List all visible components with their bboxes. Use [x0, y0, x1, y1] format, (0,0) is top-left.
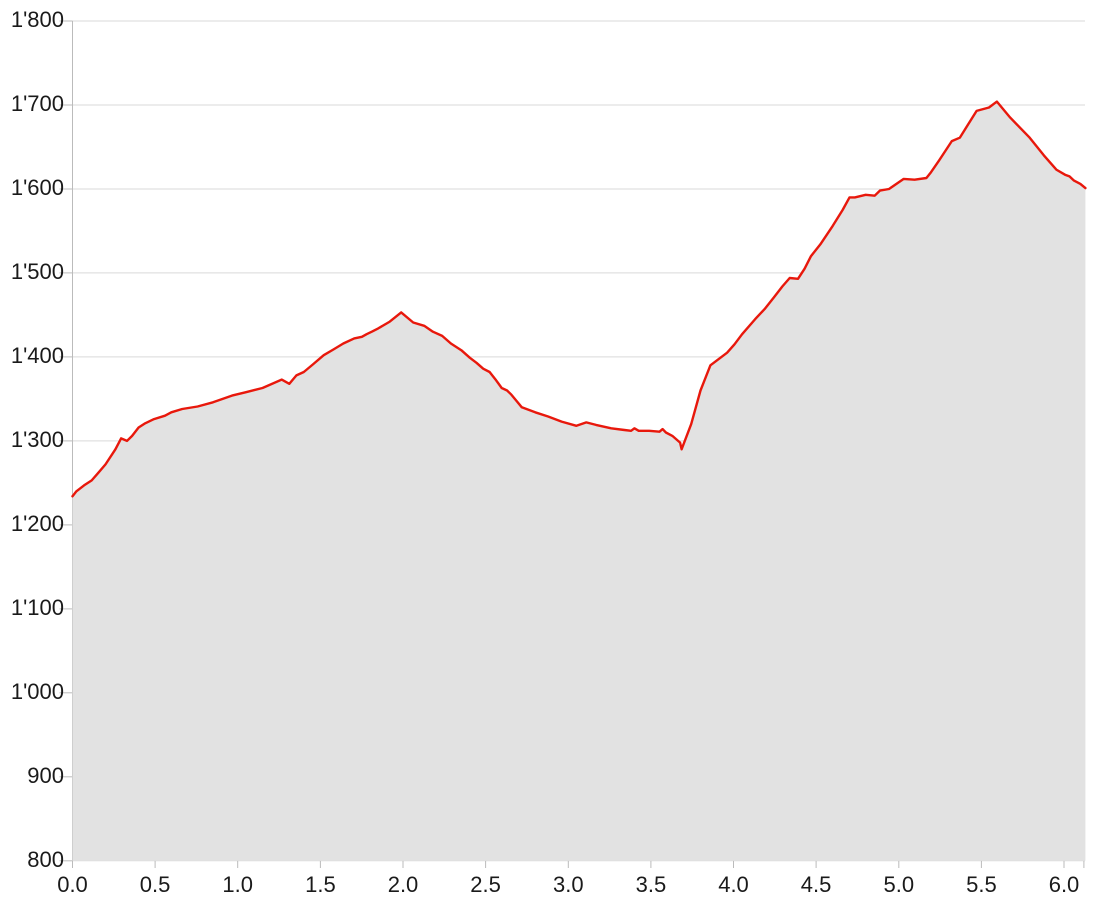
svg-text:2.5: 2.5 [470, 872, 501, 897]
svg-text:1'500: 1'500 [11, 259, 64, 284]
svg-text:1'100: 1'100 [11, 595, 64, 620]
svg-text:1.0: 1.0 [222, 872, 253, 897]
svg-text:2.0: 2.0 [388, 872, 419, 897]
svg-text:5.0: 5.0 [884, 872, 915, 897]
svg-text:6.0: 6.0 [1049, 872, 1080, 897]
svg-text:1'700: 1'700 [11, 91, 64, 116]
svg-text:900: 900 [27, 763, 64, 788]
svg-text:800: 800 [27, 847, 64, 872]
svg-text:1'200: 1'200 [11, 511, 64, 536]
svg-text:1'300: 1'300 [11, 427, 64, 452]
svg-text:1.5: 1.5 [305, 872, 336, 897]
svg-text:5.5: 5.5 [966, 872, 997, 897]
svg-text:4.0: 4.0 [718, 872, 749, 897]
svg-text:0.5: 0.5 [140, 872, 171, 897]
svg-text:1'800: 1'800 [11, 7, 64, 32]
svg-text:1'600: 1'600 [11, 175, 64, 200]
svg-text:1'400: 1'400 [11, 343, 64, 368]
svg-text:3.0: 3.0 [553, 872, 584, 897]
svg-text:1'000: 1'000 [11, 679, 64, 704]
svg-text:4.5: 4.5 [801, 872, 832, 897]
svg-text:0.0: 0.0 [57, 872, 88, 897]
svg-text:3.5: 3.5 [636, 872, 667, 897]
